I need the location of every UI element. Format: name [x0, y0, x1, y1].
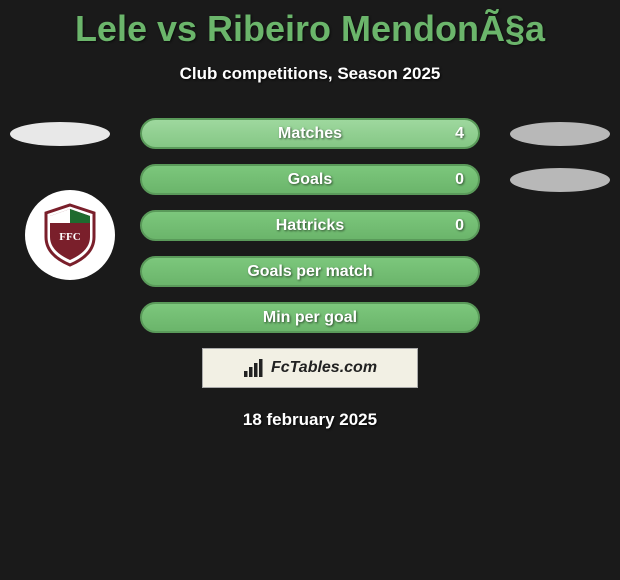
svg-text:FFC: FFC — [59, 231, 80, 243]
player-left-placeholder — [10, 122, 110, 146]
stat-label: Min per goal — [263, 309, 357, 327]
stat-pill: Matches 4 — [140, 118, 480, 149]
stat-row-matches: Matches 4 — [0, 118, 620, 149]
stat-value-right: 0 — [455, 217, 464, 235]
date-label: 18 february 2025 — [0, 410, 620, 430]
brand-text: FcTables.com — [271, 359, 377, 377]
bars-icon — [243, 359, 265, 377]
stat-row-goals: Goals 0 — [0, 164, 620, 195]
stat-value-right: 4 — [455, 125, 464, 143]
stat-pill: Goals 0 — [140, 164, 480, 195]
team-badge-left: FFC — [25, 190, 115, 280]
subtitle: Club competitions, Season 2025 — [0, 64, 620, 84]
stat-label: Goals — [288, 171, 332, 189]
stat-pill: Min per goal — [140, 302, 480, 333]
stat-pill: Hattricks 0 — [140, 210, 480, 241]
stat-label: Hattricks — [276, 217, 344, 235]
stat-value-right: 0 — [455, 171, 464, 189]
player-right-placeholder — [510, 168, 610, 192]
brand-attribution[interactable]: FcTables.com — [202, 348, 418, 388]
comparison-card: Lele vs Ribeiro MendonÃ§a Club competiti… — [0, 0, 620, 430]
page-title: Lele vs Ribeiro MendonÃ§a — [0, 0, 620, 50]
stat-label: Goals per match — [247, 263, 372, 281]
stat-row-min-per-goal: Min per goal — [0, 302, 620, 333]
stat-pill: Goals per match — [140, 256, 480, 287]
player-right-placeholder — [510, 122, 610, 146]
shield-icon: FFC — [42, 203, 98, 267]
stat-label: Matches — [278, 125, 342, 143]
